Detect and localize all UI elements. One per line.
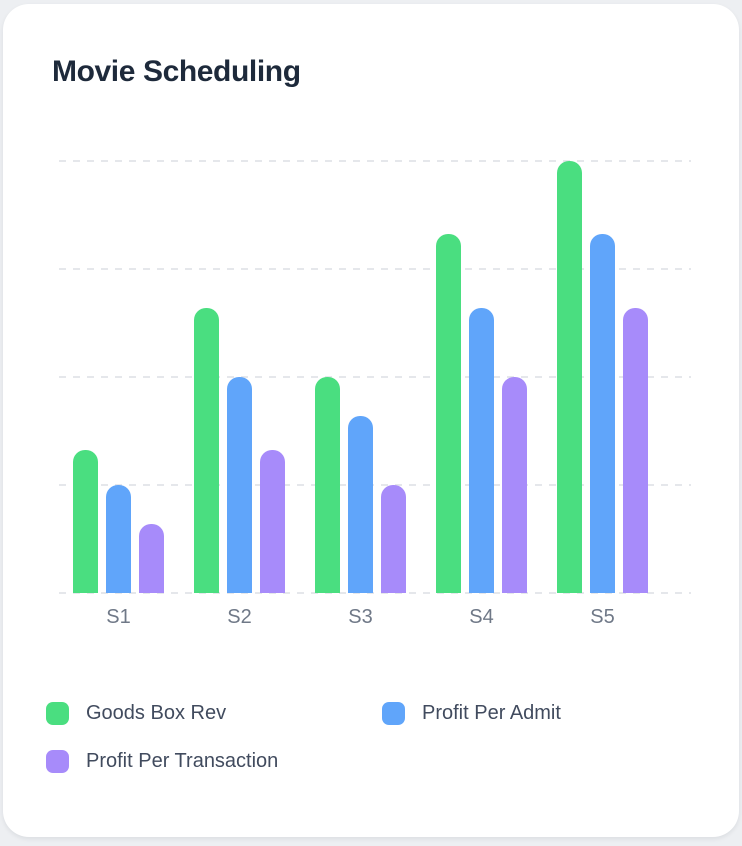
bar-s1-profit-per-admit[interactable] xyxy=(106,485,131,593)
bar-s4-goods-box-rev[interactable] xyxy=(436,234,461,593)
gridline-25 xyxy=(59,484,691,486)
legend-swatch-profit-per-admit xyxy=(382,702,405,725)
gridline-50 xyxy=(59,376,691,378)
x-axis-label-s3: S3 xyxy=(348,606,373,628)
bar-group-s2: S2 xyxy=(194,160,285,628)
legend-item-goods-box-rev[interactable]: Goods Box Rev xyxy=(46,701,382,726)
legend-item-profit-per-transaction[interactable]: Profit Per Transaction xyxy=(46,749,382,774)
legend-label-goods-box-rev: Goods Box Rev xyxy=(86,702,227,724)
legend-swatch-profit-per-transaction xyxy=(46,750,69,773)
bar-s1-profit-per-transaction[interactable] xyxy=(139,523,164,593)
bar-groups-row: S1 S2 S3 S4 S5 xyxy=(73,160,691,628)
chart-card: Movie Scheduling S1 S2 S3 S4 S5 Goods Box Re… xyxy=(3,4,739,837)
gridline-0 xyxy=(59,592,691,594)
bar-s5-goods-box-rev[interactable] xyxy=(557,161,582,593)
bar-s2-profit-per-transaction[interactable] xyxy=(260,450,285,593)
bar-s1-goods-box-rev[interactable] xyxy=(73,450,98,593)
bar-group-s3: S3 xyxy=(315,160,406,628)
plot-area: S1 S2 S3 S4 S5 xyxy=(59,160,691,628)
bar-s3-goods-box-rev[interactable] xyxy=(315,377,340,593)
legend: Goods Box Rev Profit Per Admit Profit Per … xyxy=(46,701,739,774)
bar-s2-goods-box-rev[interactable] xyxy=(194,307,219,593)
legend-swatch-goods-box-rev xyxy=(46,702,69,725)
bar-s5-profit-per-admit[interactable] xyxy=(590,234,615,593)
gridline-75 xyxy=(59,268,691,270)
bar-s2-profit-per-admit[interactable] xyxy=(227,377,252,593)
x-axis-label-s4: S4 xyxy=(469,606,494,628)
x-axis-label-s1: S1 xyxy=(106,606,131,628)
bar-s3-profit-per-admit[interactable] xyxy=(348,415,373,593)
bar-group-s5: S5 xyxy=(557,160,648,628)
bar-s3-profit-per-transaction[interactable] xyxy=(381,485,406,593)
x-axis-label-s2: S2 xyxy=(227,606,252,628)
legend-item-profit-per-admit[interactable]: Profit Per Admit xyxy=(382,701,739,726)
bar-group-s1: S1 xyxy=(73,160,164,628)
gridline-100 xyxy=(59,160,691,162)
bar-group-s4: S4 xyxy=(436,160,527,628)
legend-label-profit-per-admit: Profit Per Admit xyxy=(422,702,561,724)
page-title: Movie Scheduling xyxy=(52,55,301,88)
legend-label-profit-per-transaction: Profit Per Transaction xyxy=(86,750,279,772)
bar-s4-profit-per-transaction[interactable] xyxy=(502,377,527,593)
bar-s5-profit-per-transaction[interactable] xyxy=(623,307,648,593)
x-axis-label-s5: S5 xyxy=(590,606,615,628)
bar-s4-profit-per-admit[interactable] xyxy=(469,307,494,593)
